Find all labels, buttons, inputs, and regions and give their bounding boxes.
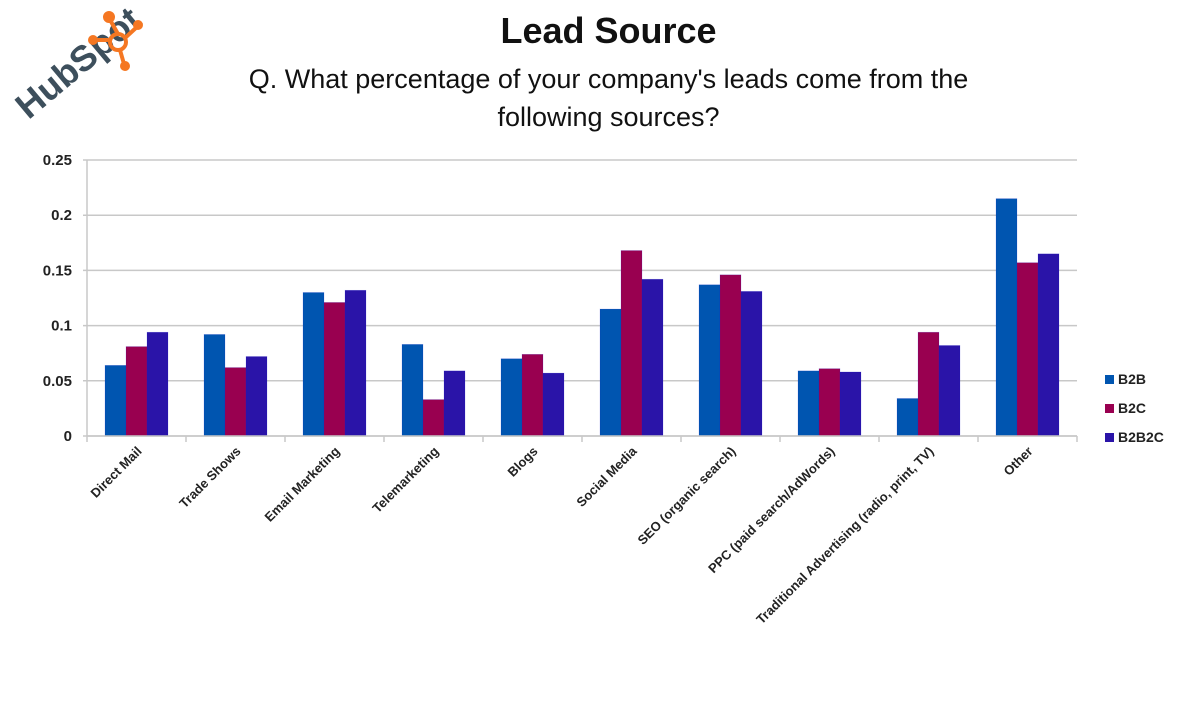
x-category-label: Blogs xyxy=(504,444,540,480)
bar-b2b2c xyxy=(641,278,664,437)
subtitle-line-2: following sources? xyxy=(497,102,720,132)
bar-b2b2c xyxy=(344,289,367,437)
bar-b2b2c xyxy=(146,331,169,437)
y-tick-label: 0.15 xyxy=(43,262,72,279)
x-category-label: Traditional Advertising (radio, print, T… xyxy=(753,444,936,627)
legend: B2B B2C B2B2C xyxy=(1105,371,1164,445)
bar-b2c xyxy=(323,302,346,437)
x-category-label: Direct Mail xyxy=(88,444,145,501)
subtitle-line-1: Q. What percentage of your company's lea… xyxy=(248,64,969,94)
legend-label-b2b: B2B xyxy=(1118,371,1146,387)
bar-b2b xyxy=(797,370,820,437)
bar-b2c xyxy=(125,346,148,437)
bar-b2c xyxy=(521,354,544,437)
y-tick-label: 0.1 xyxy=(51,318,72,335)
bar-b2b xyxy=(203,334,226,437)
legend-label-b2c: B2C xyxy=(1118,400,1146,416)
bar-b2b2c xyxy=(245,356,268,437)
chart-subtitle: Q. What percentage of your company's lea… xyxy=(0,60,1200,136)
sprocket-icon xyxy=(88,11,143,71)
y-axis-ticks: 0 0.05 0.1 0.15 0.2 0.25 xyxy=(43,152,72,445)
bar-b2c xyxy=(818,368,841,437)
bar-b2b xyxy=(104,365,127,437)
hubspot-logo: HubSpot xyxy=(8,4,149,126)
bar-b2c xyxy=(422,399,445,437)
legend-swatch-b2c xyxy=(1105,404,1114,413)
legend-label-b2b2c: B2B2C xyxy=(1118,429,1164,445)
bar-b2c xyxy=(620,250,643,437)
x-axis-labels: Direct Mail Trade Shows Email Marketing Tel… xyxy=(88,443,1036,627)
x-category-label: Social Media xyxy=(573,443,640,510)
x-category-label: Trade Shows xyxy=(176,444,243,511)
bar-b2c xyxy=(224,367,247,437)
y-tick-label: 0.25 xyxy=(43,152,72,169)
y-tick-label: 0.2 xyxy=(51,207,72,224)
x-category-label: SEO (organic search) xyxy=(635,444,739,548)
x-axis xyxy=(86,435,1078,442)
bar-b2b xyxy=(995,198,1018,437)
x-category-label: Email Marketing xyxy=(262,443,343,524)
bar-b2b xyxy=(401,344,424,437)
x-category-label: Other xyxy=(1000,444,1035,479)
chart-title: Lead Source xyxy=(500,10,717,51)
y-tick-label: 0 xyxy=(64,428,72,445)
bar-b2b2c xyxy=(542,372,565,437)
bar-b2b2c xyxy=(839,371,862,437)
bar-b2c xyxy=(1016,262,1039,437)
bars xyxy=(104,198,1060,437)
bar-b2b2c xyxy=(938,345,961,437)
bar-b2b xyxy=(698,284,721,437)
bar-b2b xyxy=(500,358,523,437)
bar-b2b xyxy=(896,398,919,437)
bar-b2b xyxy=(302,292,325,437)
legend-swatch-b2b2c xyxy=(1105,433,1114,442)
bar-b2c xyxy=(719,274,742,437)
bar-b2b2c xyxy=(1037,253,1060,437)
y-tick-label: 0.05 xyxy=(43,373,72,390)
x-category-label: Telemarketing xyxy=(369,443,441,515)
bar-b2b2c xyxy=(443,370,466,437)
bar-b2b xyxy=(599,308,622,437)
legend-swatch-b2b xyxy=(1105,375,1114,384)
bar-b2b2c xyxy=(740,291,763,437)
bar-b2c xyxy=(917,331,940,437)
